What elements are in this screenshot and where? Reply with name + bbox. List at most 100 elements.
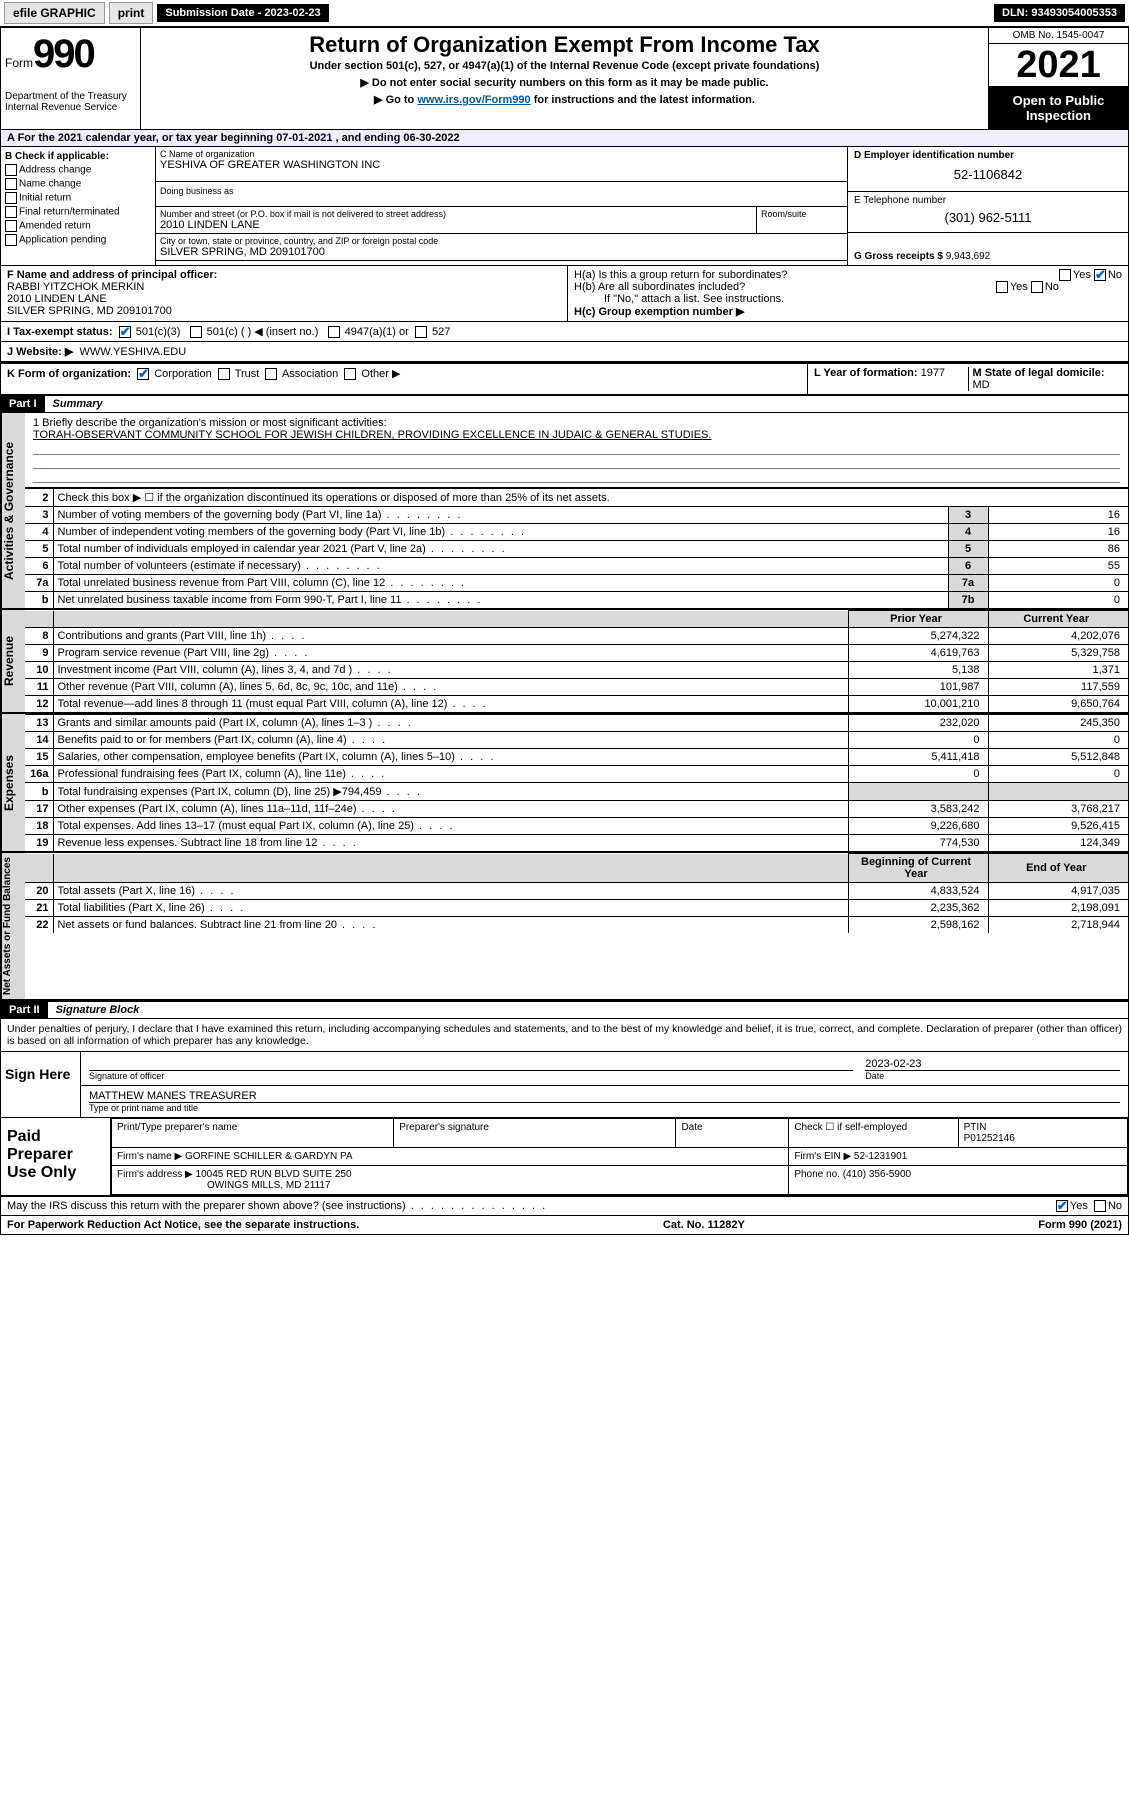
state-domicile: MD xyxy=(973,379,990,391)
row-a-tax-year: A For the 2021 calendar year, or tax yea… xyxy=(1,130,1128,147)
block-bcd: B Check if applicable: Address change Na… xyxy=(1,147,1128,266)
i-label: I Tax-exempt status: xyxy=(7,326,113,338)
header-left: Form 990 Department of the Treasury Inte… xyxy=(1,28,141,129)
table-row: 16aProfessional fundraising fees (Part I… xyxy=(25,766,1128,783)
ptin-value: P01252146 xyxy=(964,1133,1015,1144)
irs-link[interactable]: www.irs.gov/Form990 xyxy=(417,94,530,106)
chk-initial-return[interactable]: Initial return xyxy=(5,192,151,204)
ha-no[interactable] xyxy=(1094,269,1106,281)
hb-no[interactable] xyxy=(1031,281,1043,293)
table-row: 9Program service revenue (Part VIII, lin… xyxy=(25,645,1128,662)
paid-preparer-label: Paid Preparer Use Only xyxy=(1,1118,111,1195)
firm-addr2: OWINGS MILLS, MD 21117 xyxy=(117,1180,331,1191)
chk-amended[interactable]: Amended return xyxy=(5,220,151,232)
section-revenue: Revenue Prior Year Current Year 8Contrib… xyxy=(1,610,1128,714)
table-row: 20Total assets (Part X, line 16)4,833,52… xyxy=(25,883,1128,900)
firm-ein: 52-1231901 xyxy=(854,1151,907,1162)
row-j: J Website: ▶ WWW.YESHIVA.EDU xyxy=(1,342,1128,362)
hb-note: If "No," attach a list. See instructions… xyxy=(574,293,1122,305)
side-revenue: Revenue xyxy=(1,610,25,712)
hb-yes[interactable] xyxy=(996,281,1008,293)
addr-label: Number and street (or P.O. box if mail i… xyxy=(160,209,752,219)
chk-final-return[interactable]: Final return/terminated xyxy=(5,206,151,218)
chk-501c[interactable] xyxy=(190,326,202,338)
sign-here-block: Sign Here Signature of officer 2023-02-2… xyxy=(1,1052,1128,1118)
chk-corp[interactable] xyxy=(137,368,149,380)
room-label: Room/suite xyxy=(757,207,847,233)
chk-4947[interactable] xyxy=(328,326,340,338)
part1-header-row: Part I Summary xyxy=(1,395,1128,413)
col-d: D Employer identification number 52-1106… xyxy=(848,147,1128,265)
table-row: 15Salaries, other compensation, employee… xyxy=(25,749,1128,766)
prep-name-label: Print/Type preparer's name xyxy=(112,1119,394,1148)
table-row: 3Number of voting members of the governi… xyxy=(25,507,1128,524)
submission-date: Submission Date - 2023-02-23 xyxy=(157,4,328,22)
chk-501c3[interactable] xyxy=(119,326,131,338)
mission-block: 1 Briefly describe the organization's mi… xyxy=(25,413,1128,488)
city-label: City or town, state or province, country… xyxy=(160,236,843,246)
section-expenses: Expenses 13Grants and similar amounts pa… xyxy=(1,714,1128,853)
row-i: I Tax-exempt status: 501(c)(3) 501(c) ( … xyxy=(1,322,1128,342)
section-net-assets: Net Assets or Fund Balances Beginning of… xyxy=(1,853,1128,1001)
current-year-header: Current Year xyxy=(988,611,1128,628)
open-public-badge: Open to Public Inspection xyxy=(989,87,1128,129)
chk-527[interactable] xyxy=(415,326,427,338)
note-ssn: ▶ Do not enter social security numbers o… xyxy=(149,76,980,89)
top-toolbar: efile GRAPHIC print Submission Date - 20… xyxy=(0,0,1129,27)
ha-yes[interactable] xyxy=(1059,269,1071,281)
perjury-declaration: Under penalties of perjury, I declare th… xyxy=(1,1019,1128,1052)
street-address: 2010 LINDEN LANE xyxy=(160,219,752,231)
table-row: 18Total expenses. Add lines 13–17 (must … xyxy=(25,818,1128,835)
mission-text: TORAH-OBSERVANT COMMUNITY SCHOOL FOR JEW… xyxy=(33,429,1120,441)
sig-date: 2023-02-23 xyxy=(865,1058,1120,1070)
b-title: B Check if applicable: xyxy=(5,151,151,162)
irs-label: Internal Revenue Service xyxy=(5,102,136,113)
part2-title: Signature Block xyxy=(48,1002,148,1018)
dba-label: Doing business as xyxy=(156,181,847,196)
prep-selfemp: Check ☐ if self-employed xyxy=(789,1119,958,1148)
firm-phone: (410) 356-5900 xyxy=(843,1169,911,1180)
year-formation: 1977 xyxy=(921,367,945,379)
table-row: 13Grants and similar amounts paid (Part … xyxy=(25,715,1128,732)
irs-discuss-q: May the IRS discuss this return with the… xyxy=(7,1200,547,1212)
discuss-yes[interactable] xyxy=(1056,1200,1068,1212)
firm-phone-label: Phone no. xyxy=(794,1169,840,1180)
gross-label: G Gross receipts $ xyxy=(854,251,943,262)
city-state-zip: SILVER SPRING, MD 209101700 xyxy=(160,246,843,258)
chk-other[interactable] xyxy=(344,368,356,380)
prior-year-header: Prior Year xyxy=(848,611,988,628)
table-row: 22Net assets or fund balances. Subtract … xyxy=(25,917,1128,934)
form-number: 990 xyxy=(33,32,94,77)
cat-no: Cat. No. 11282Y xyxy=(565,1219,844,1231)
mission-q: 1 Briefly describe the organization's mi… xyxy=(33,417,1120,429)
governance-table: 2Check this box ▶ ☐ if the organization … xyxy=(25,488,1128,608)
chk-trust[interactable] xyxy=(218,368,230,380)
table-row: 5Total number of individuals employed in… xyxy=(25,541,1128,558)
officer-addr2: SILVER SPRING, MD 209101700 xyxy=(7,305,172,317)
firm-name: GORFINE SCHILLER & GARDYN PA xyxy=(185,1151,353,1162)
ein-value: 52-1106842 xyxy=(854,161,1122,188)
header-right: OMB No. 1545-0047 2021 Open to Public In… xyxy=(988,28,1128,129)
col-b-checkboxes: B Check if applicable: Address change Na… xyxy=(1,147,156,265)
officer-name: RABBI YITZCHOK MERKIN xyxy=(7,281,144,293)
j-label: J Website: ▶ xyxy=(7,346,73,358)
form-title: Return of Organization Exempt From Incom… xyxy=(149,32,980,58)
website-value: WWW.YESHIVA.EDU xyxy=(79,346,186,358)
f-label: F Name and address of principal officer: xyxy=(7,269,217,281)
table-row: 14Benefits paid to or for members (Part … xyxy=(25,732,1128,749)
chk-pending[interactable]: Application pending xyxy=(5,234,151,246)
side-expenses: Expenses xyxy=(1,714,25,851)
print-button[interactable]: print xyxy=(109,2,154,24)
discuss-no[interactable] xyxy=(1094,1200,1106,1212)
chk-assoc[interactable] xyxy=(265,368,277,380)
gross-value: 9,943,692 xyxy=(946,251,991,262)
efile-button[interactable]: efile GRAPHIC xyxy=(4,2,105,24)
table-row: bNet unrelated business taxable income f… xyxy=(25,592,1128,609)
chk-address-change[interactable]: Address change xyxy=(5,164,151,176)
table-row: 12Total revenue—add lines 8 through 11 (… xyxy=(25,696,1128,713)
note-goto-post: for instructions and the latest informat… xyxy=(531,94,755,106)
omb-number: OMB No. 1545-0047 xyxy=(989,28,1128,44)
net-assets-table: Beginning of Current Year End of Year 20… xyxy=(25,853,1128,933)
chk-name-change[interactable]: Name change xyxy=(5,178,151,190)
firm-addr1: 10045 RED RUN BLVD SUITE 250 xyxy=(196,1169,352,1180)
